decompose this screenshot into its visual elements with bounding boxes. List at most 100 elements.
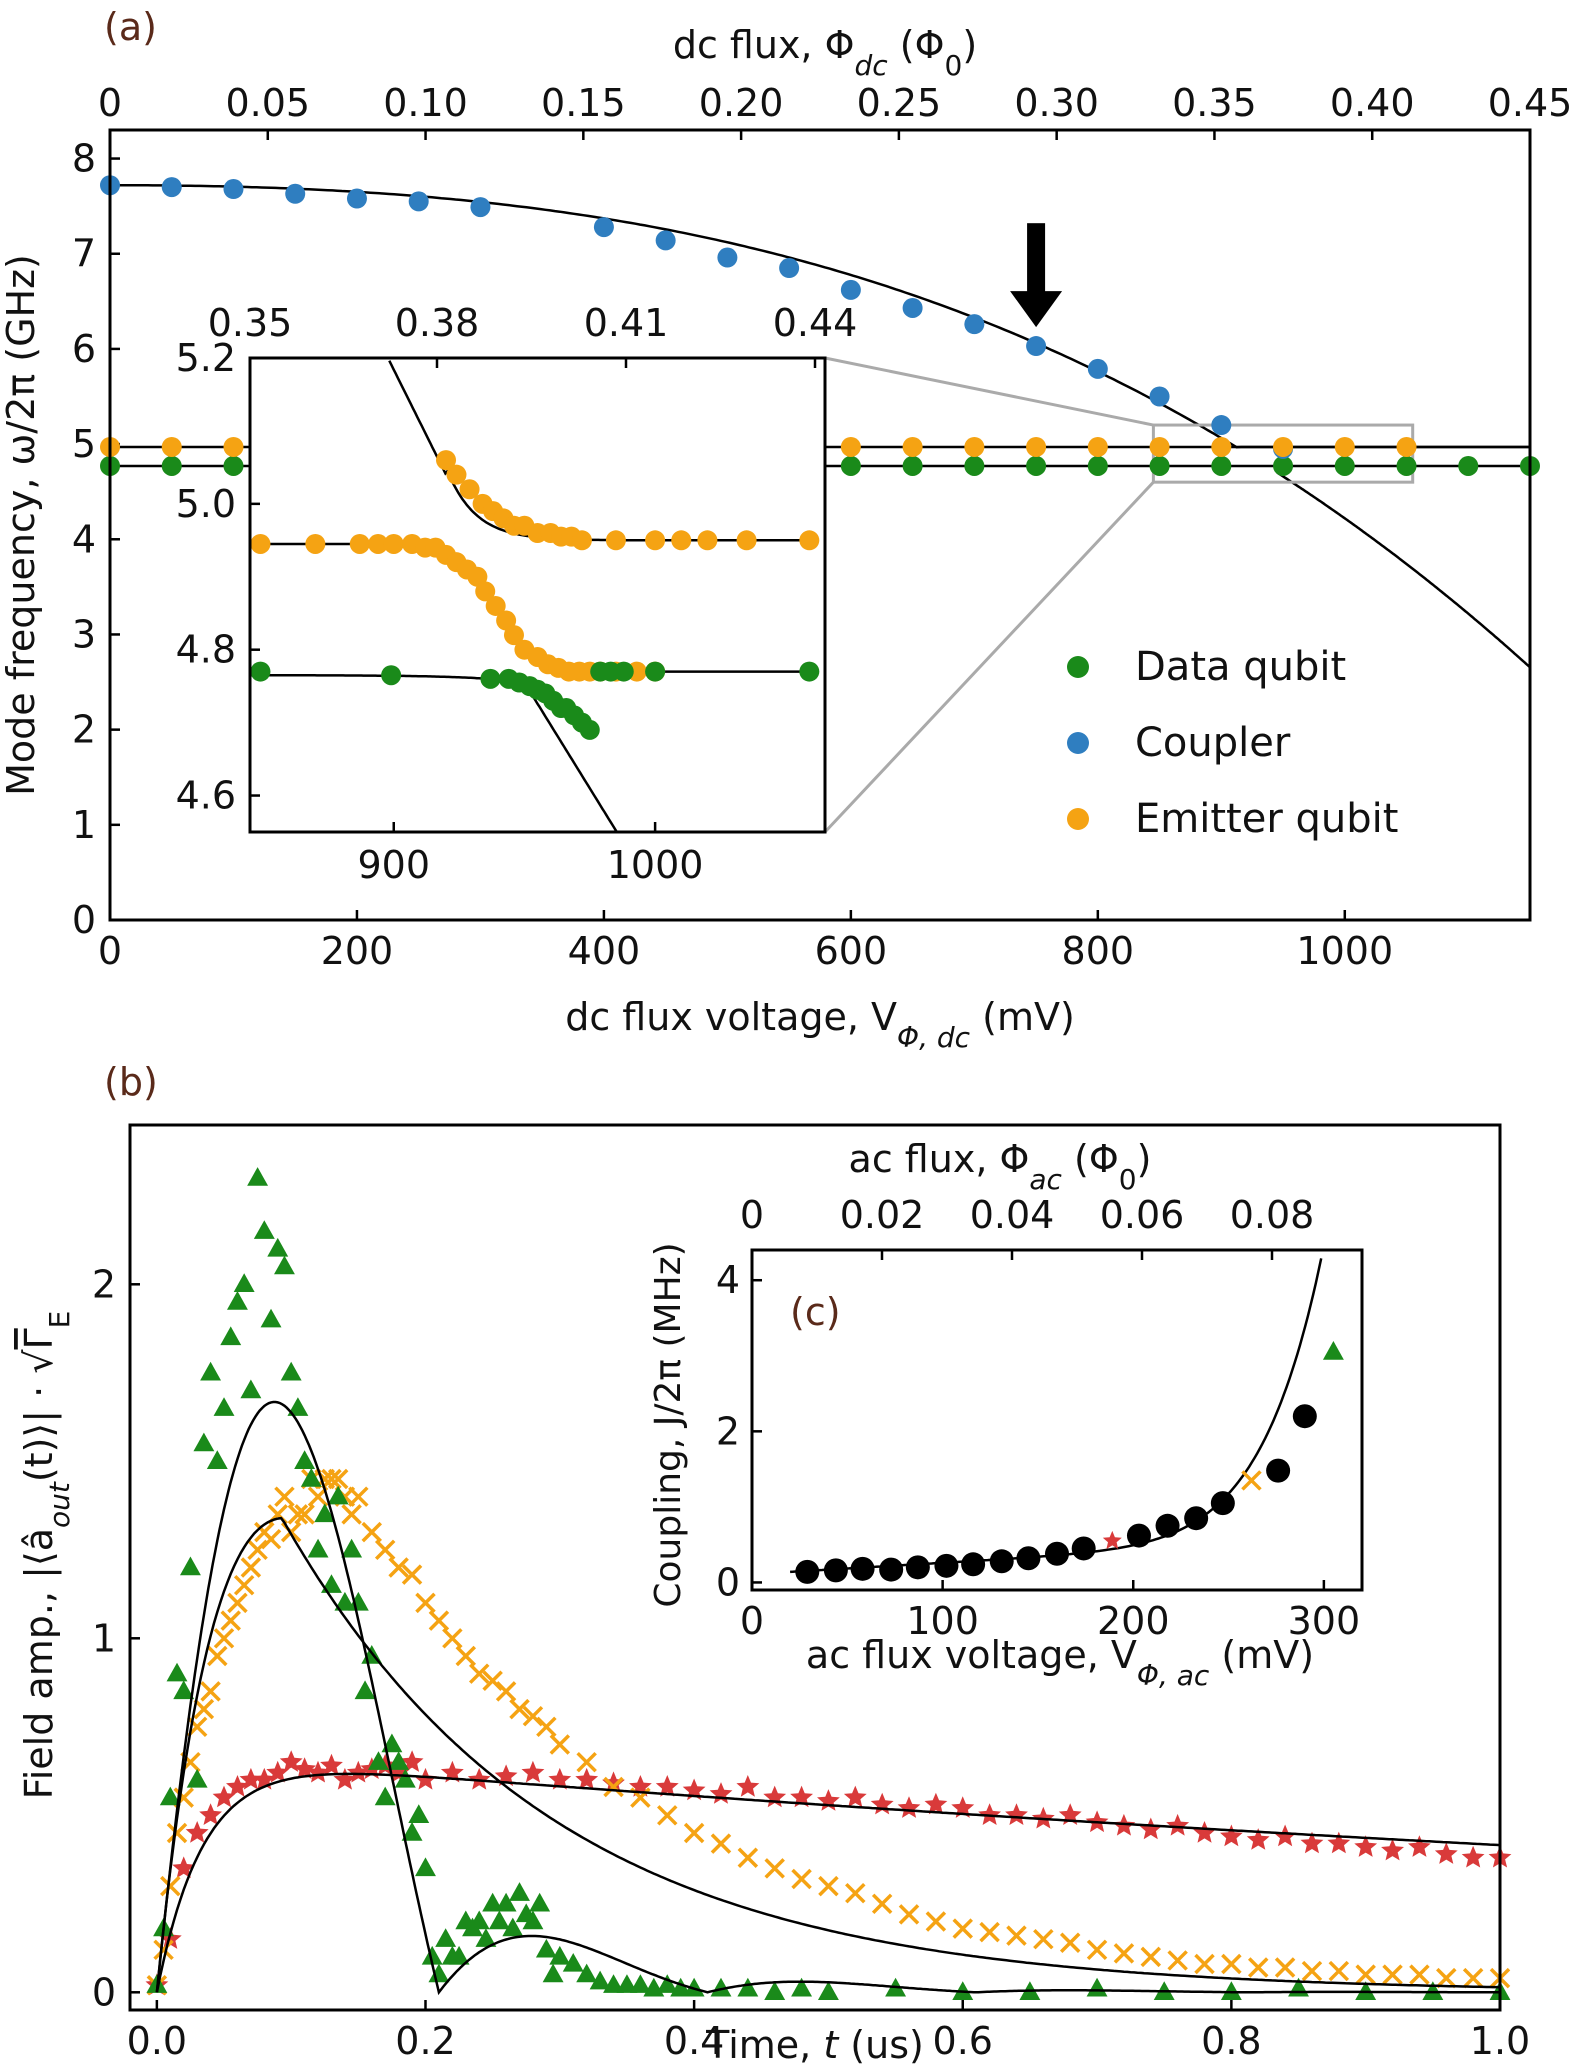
coupler-point [161,177,182,198]
inset-y-tick-label: 5.2 [176,336,236,380]
panel-a-y-axis-label: Mode frequency, ω/2π (GHz) [0,254,43,796]
data-qubit-point [1273,455,1294,476]
panel-b: (b) 0.0 0.2 0.4 0.6 0.8 1.0 0 1 2 Time, t (us) F… [17,1060,1530,2066]
x-tick-label: 400 [568,929,641,973]
orange-cross-point [1409,1964,1430,1985]
zoom-connector-line [823,481,1155,834]
red-star-point [414,1767,437,1790]
x-tick-label: 0.8 [1201,2019,1261,2063]
green-fit-curve [155,1400,1500,1996]
orange-cross-point [442,1628,463,1649]
inset-c-x-tick-label: 0 [740,1599,764,1643]
red-star-point [185,1821,209,1843]
orange-cross-point [657,1805,678,1826]
orange-cross-point [1382,1964,1403,1985]
inset-c-y-axis-label: Coupling, J/2π (MHz) [648,1242,689,1607]
inset-point [436,450,457,471]
red-star-point [1031,1806,1055,1829]
x-tick-label: 1.0 [1470,2019,1530,2063]
inset-y-tick-label: 5.0 [176,482,236,526]
coupling-point [1266,1458,1291,1483]
red-star-point [843,1785,867,1808]
orange-cross-point [1086,1939,1108,1961]
green-triangle-point [287,1397,309,1416]
red-star-point [602,1771,625,1794]
red-star-point [306,1760,330,1783]
coupler-point [964,314,985,335]
emitter-qubit-point [1396,436,1417,457]
orange-cross-point [428,1610,450,1631]
orange-cross-point [348,1486,369,1507]
inset-c-x-tick-label: 300 [1288,1599,1361,1643]
top-tick-label: 0.15 [541,81,626,125]
coupling-point [823,1558,848,1583]
inset-point [446,464,467,485]
orange-cross-point [247,1539,268,1561]
green-triangle-point [1422,1981,1444,2000]
red-star-point [1354,1835,1378,1857]
y-tick-label: 2 [72,708,96,752]
inset-c-data-points [795,1341,1344,1584]
green-triangle-point [529,1892,551,1912]
green-triangle-point [314,1503,336,1523]
top-tick-label: 0.25 [857,81,942,125]
green-triangle-point [502,1917,524,1937]
red-star-point [226,1775,249,1797]
inset-point [485,595,506,616]
orange-cross-point [1006,1925,1027,1946]
green-triangle-point [488,1910,510,1930]
green-triangle-point [247,1167,269,1186]
green-triangle-point [737,1977,759,1997]
inset-c-label: (c) [790,1290,841,1334]
data-qubit-point [1026,455,1047,476]
red-star-point [548,1767,572,1790]
green-triangle-point [193,1432,215,1452]
coupling-point [905,1555,930,1580]
inset-c-top-tick-label: 0 [740,1193,764,1237]
inset-point [645,530,666,551]
green-triangle-point [341,1538,363,1558]
green-triangle-point [408,1804,430,1823]
legend-label: Coupler [1135,720,1291,766]
orange-cross-point [193,1698,215,1720]
orange-cross-point [200,1681,221,1702]
top-tick-label: 0.30 [1014,81,1099,125]
x-tick-label: 200 [321,929,394,973]
emitter-qubit-point [902,436,923,457]
inset-a-plot-frame [248,356,827,834]
x-tick-label: 0.2 [395,2019,455,2063]
green-triangle-point [307,1538,329,1558]
green-triangle-point [522,1910,544,1930]
coupler-point [470,197,491,218]
top-tick-label: 0.45 [1488,81,1573,125]
green-triangle-point [294,1450,316,1469]
coupling-point [961,1552,986,1577]
data-qubit-point [1334,455,1355,476]
top-tick-label: 0.40 [1330,81,1415,125]
orange-cross-point [1113,1943,1135,1964]
orange-cross-point [260,1528,282,1550]
inset-c-x-axis-label: ac flux voltage, VΦ, ac (mV) [806,1633,1314,1692]
orange-cross-point [287,1504,309,1525]
orange-cross-point [1033,1928,1054,1950]
orange-cross-point [871,1893,893,1915]
orange-cross-point [1059,1932,1081,1953]
y-tick-label: 8 [72,137,96,181]
inset-point [475,581,496,602]
red-star-point [293,1757,316,1779]
green-triangle-point [616,1974,638,1993]
panel-a-top-axis-label: dc flux, Φdc (Φ0) [673,23,977,82]
orange-cross-point [207,1645,228,1667]
emitter-qubit-point [1149,436,1170,457]
panel-b-plot-frame [128,1123,1502,2012]
red-star-point [870,1792,894,1815]
emitter-qubit-point [964,436,985,457]
inset-point [459,479,480,500]
green-triangle-point [220,1326,242,1346]
inset-a-background [250,358,825,832]
red-fit-curve [155,1772,1501,1993]
orange-cross-point [522,1705,544,1727]
coupling-point [850,1556,875,1581]
green-triangle-point [549,1945,571,1965]
